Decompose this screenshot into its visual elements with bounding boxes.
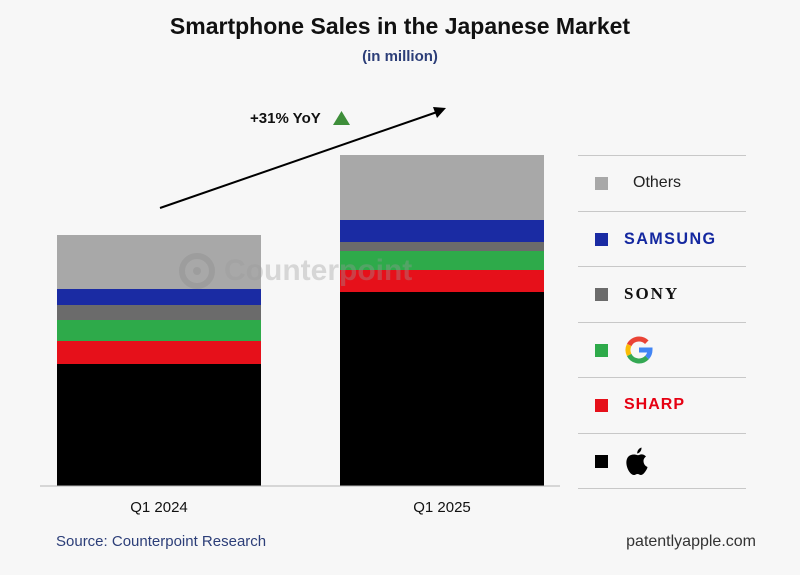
chart-title: Smartphone Sales in the Japanese Market [169, 13, 631, 39]
yoy-arrowhead [433, 107, 446, 118]
watermark: Counterpoint [178, 252, 412, 290]
legend-swatch-others [595, 177, 608, 190]
bar-segment-others-q1-2025 [340, 155, 544, 220]
bar-segment-others-q1-2024 [57, 235, 261, 289]
legend-label-apple [624, 434, 650, 488]
bar-segment-sony-q1-2024 [57, 305, 261, 320]
bar-segment-samsung-q1-2025 [340, 220, 544, 242]
category-label: Q1 2024 [130, 499, 188, 516]
google-g-icon [625, 335, 653, 363]
legend-swatch-google [595, 343, 608, 357]
site-credit: patentlyapple.com [626, 533, 756, 550]
watermark-text: Counterpoint [224, 254, 413, 287]
yoy-annotation: +31% YoY [250, 110, 321, 127]
counterpoint-logo-icon [179, 253, 215, 289]
legend-swatch-apple [595, 454, 608, 468]
bar-segment-google-q1-2025 [340, 251, 544, 270]
sony-logo: SONY [624, 284, 680, 303]
bar-segment-sharp-q1-2025 [340, 270, 544, 292]
bar-segment-samsung-q1-2024 [57, 289, 261, 305]
legend-item-sony: SONY [578, 266, 746, 322]
legend-swatch-samsung [595, 232, 608, 246]
bar-segment-google-q1-2024 [57, 320, 261, 341]
chart-subtitle: (in million) [362, 48, 438, 65]
legend-item-google [578, 321, 746, 378]
legend: Others SAMSUNG SONY SHARP [578, 155, 746, 489]
bar-segment-sony-q1-2025 [340, 242, 544, 251]
legend-item-apple [578, 432, 746, 489]
legend-item-samsung: SAMSUNG [578, 210, 746, 267]
bar-segment-apple-q1-2024 [57, 364, 261, 486]
yoy-arrow-line [159, 110, 441, 209]
legend-label-google [624, 323, 654, 377]
legend-swatch-sharp [595, 399, 608, 412]
apple-logo-icon [626, 447, 648, 475]
category-label: Q1 2025 [413, 499, 471, 516]
legend-swatch-sony [595, 288, 608, 301]
up-triangle-icon [333, 111, 350, 125]
source-note: Source: Counterpoint Research [56, 533, 267, 550]
bar-segment-apple-q1-2025 [340, 292, 544, 486]
legend-item-sharp: SHARP [578, 377, 746, 433]
legend-label-others: Others [633, 174, 682, 191]
sharp-logo: SHARP [624, 396, 686, 413]
legend-item-others: Others [578, 155, 746, 211]
bar-segment-sharp-q1-2024 [57, 341, 261, 364]
samsung-logo: SAMSUNG [624, 228, 717, 248]
